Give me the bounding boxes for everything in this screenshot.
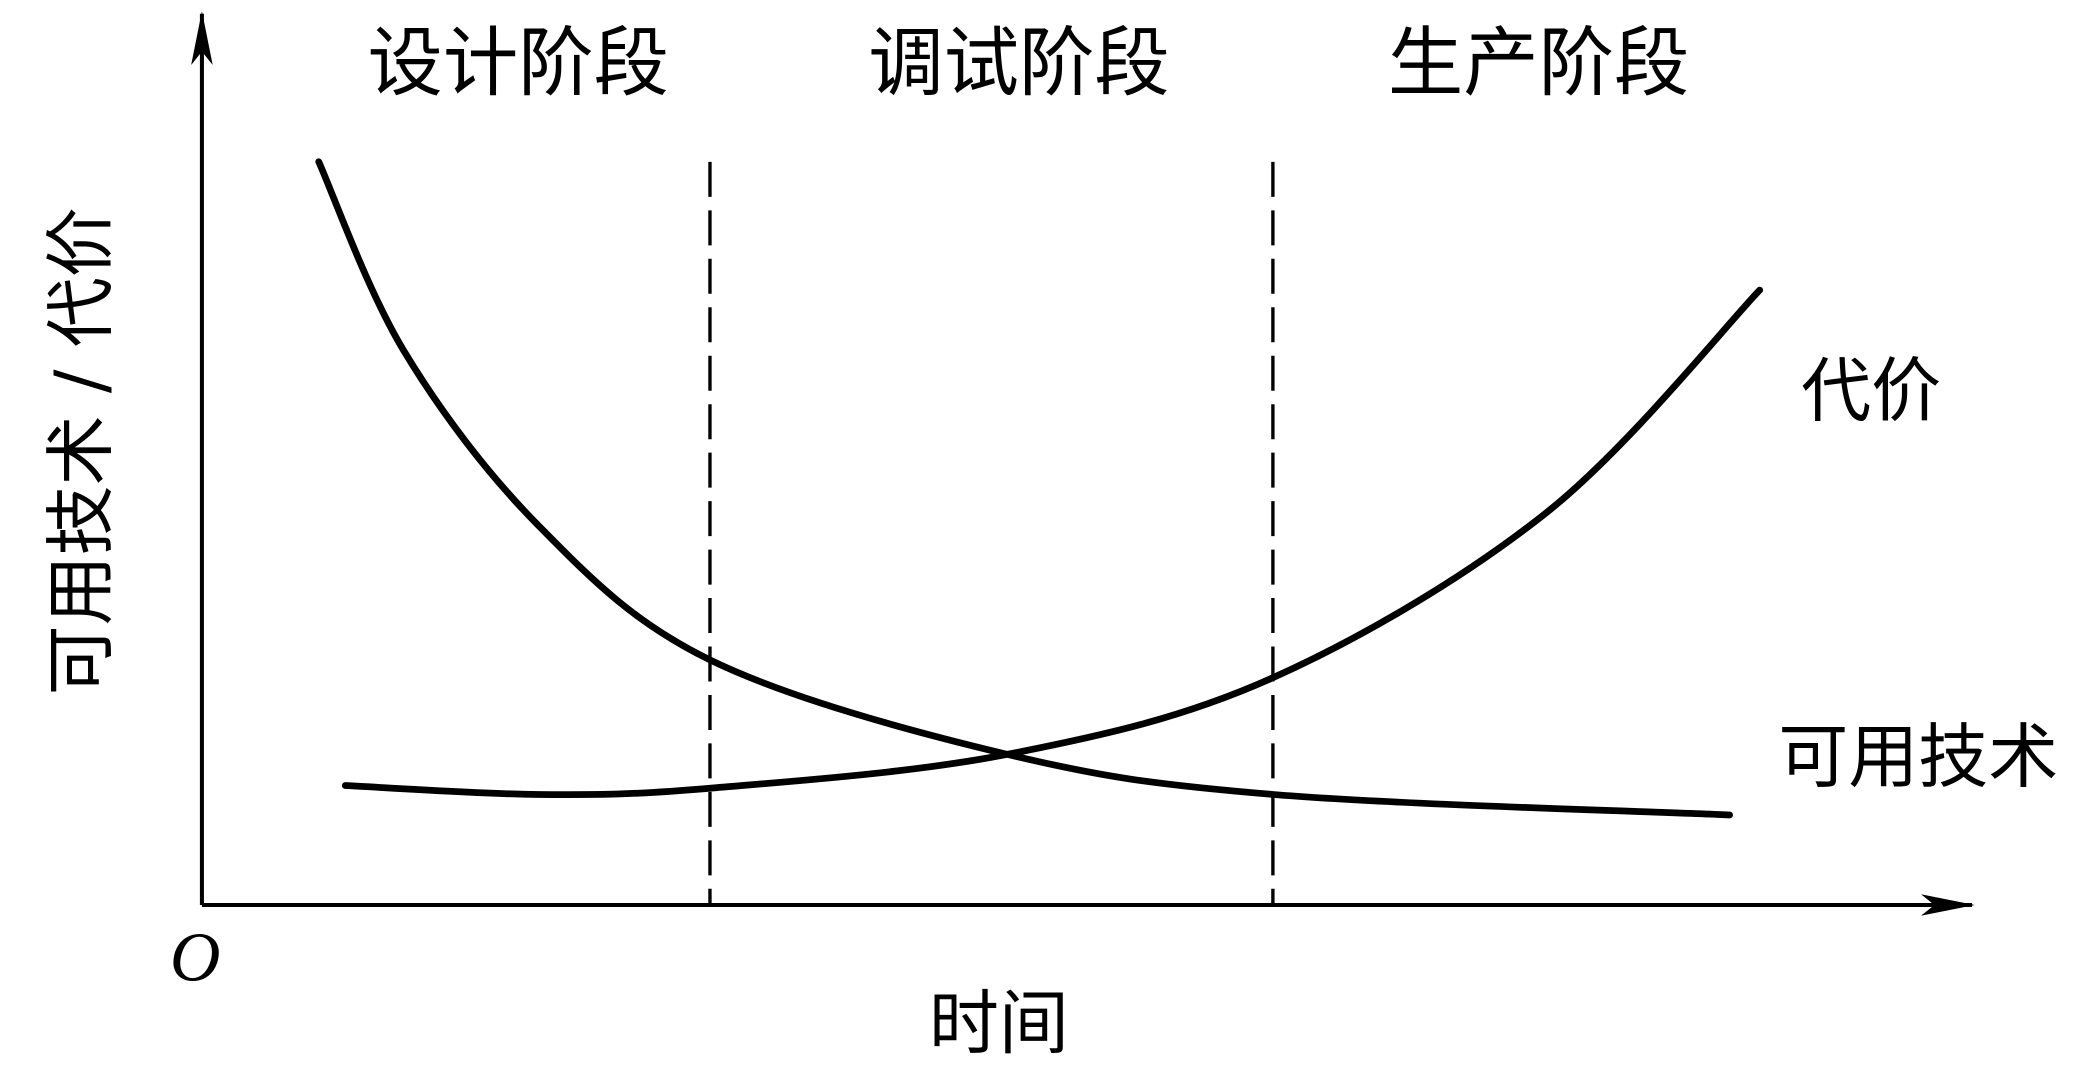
origin-label: O [170, 919, 221, 996]
series-label-cost: 代价 [1801, 350, 1941, 432]
phase-label-design: 设计阶段 [368, 19, 670, 107]
phase-label-production: 生产阶段 [1388, 19, 1690, 107]
phase-label-debug: 调试阶段 [868, 19, 1170, 107]
series-line-technology [315, 158, 1733, 819]
x-axis-title: 时间 [929, 983, 1069, 1065]
series-label-technology: 可用技术 [1778, 716, 2058, 798]
y-axis-title: 可用技术 / 代价 [40, 207, 122, 695]
series-line-cost [341, 286, 1764, 798]
